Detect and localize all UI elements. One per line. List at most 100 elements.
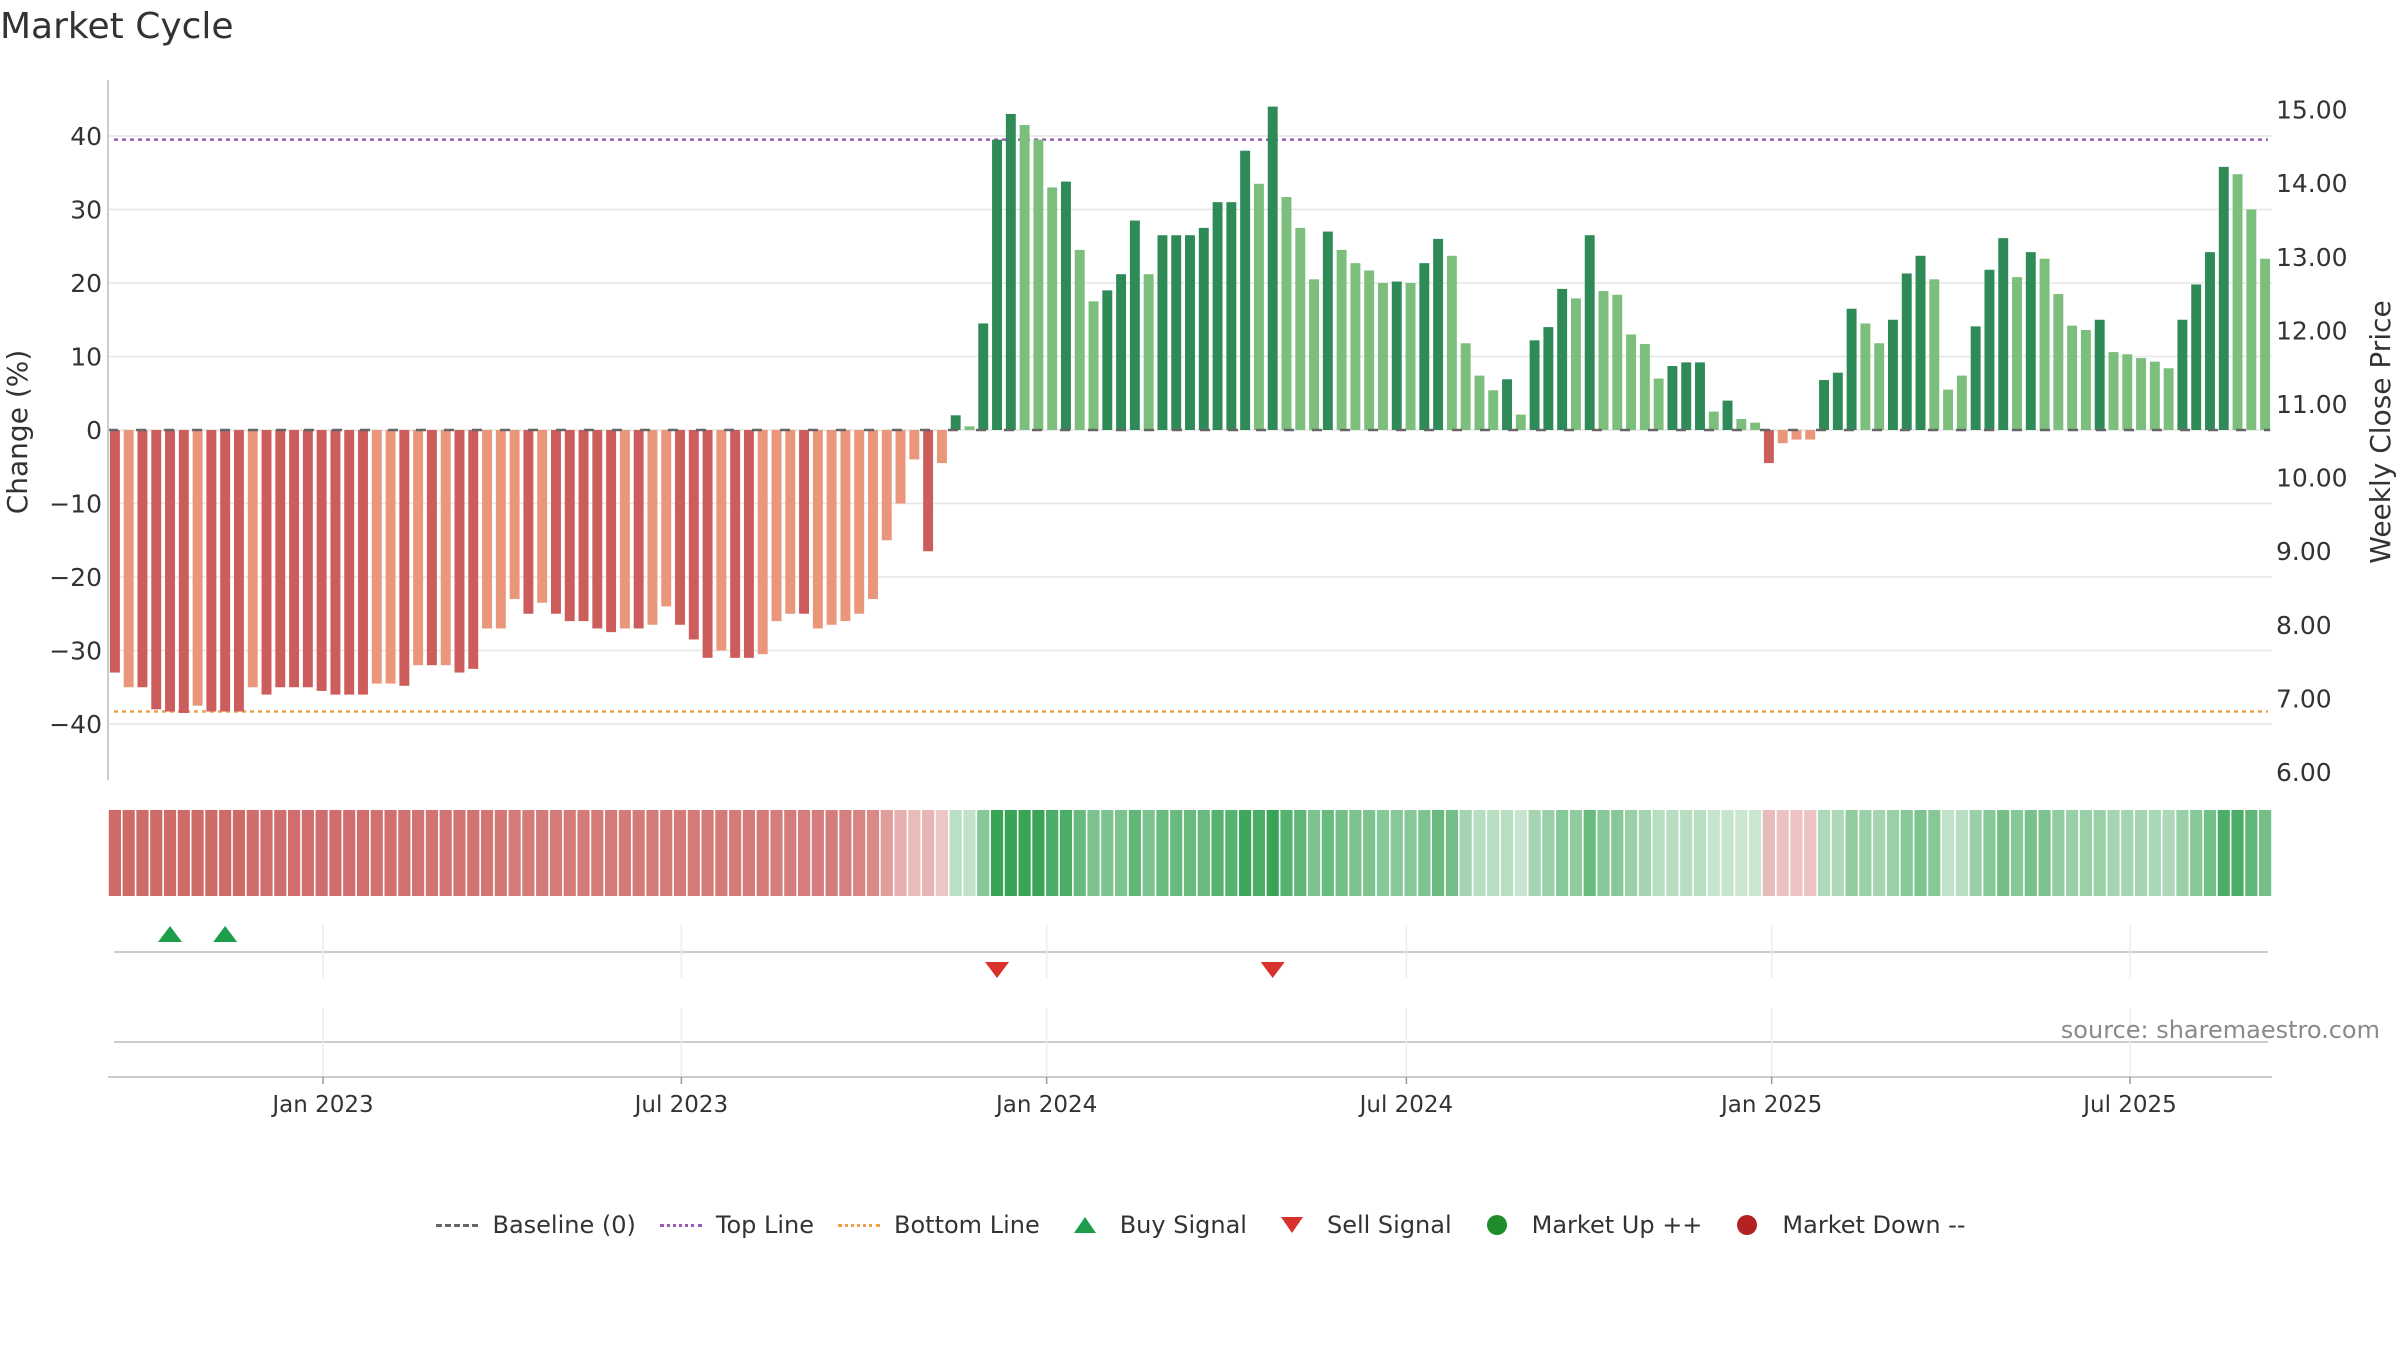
bar [730, 430, 741, 658]
bar [1350, 263, 1361, 430]
heat-cell [866, 810, 880, 896]
legend-baseline[interactable]: Baseline (0) [434, 1211, 636, 1239]
heat-cell [963, 810, 976, 896]
heat-cell [191, 810, 204, 896]
heat-cell [1128, 810, 1141, 896]
bar [1887, 319, 1898, 430]
heat-cell [1611, 810, 1624, 896]
heat-cell [343, 810, 356, 896]
y-tick-label: −30 [49, 637, 102, 666]
bar [2122, 354, 2133, 430]
bar [2067, 325, 2078, 430]
x-tick-label: Jan 2023 [270, 1092, 373, 1118]
heat-cell [219, 810, 232, 896]
heat-cell [549, 810, 563, 896]
heat-cell [922, 810, 935, 896]
y-tick-label: −20 [49, 563, 102, 592]
bar [1970, 326, 1981, 430]
bar [192, 430, 203, 706]
heat-cell [605, 810, 618, 896]
heat-cell [260, 810, 273, 896]
heat-cell [742, 810, 756, 896]
legend-sell[interactable]: Sell Signal [1269, 1211, 1452, 1239]
bar [633, 430, 644, 629]
legend-buy[interactable]: Buy Signal [1062, 1211, 1247, 1239]
bar [1612, 294, 1623, 430]
heat-cell [1873, 810, 1886, 896]
bar [1984, 269, 1995, 430]
heat-cell [1624, 810, 1638, 896]
triangle-up-icon [1062, 1213, 1108, 1237]
bar [1860, 323, 1871, 430]
bar [151, 430, 162, 710]
heat-cell [122, 810, 135, 896]
bar [1929, 279, 1940, 430]
bar [1364, 270, 1375, 430]
bar [2012, 277, 2022, 430]
bar [992, 139, 1002, 431]
bar [702, 430, 713, 658]
bar [799, 430, 810, 614]
y2-tick-label: 14.00 [2276, 169, 2348, 198]
heat-cell [2190, 810, 2203, 896]
heat-cell [163, 810, 177, 896]
heat-cell [894, 810, 907, 896]
heat-cell [1776, 810, 1789, 896]
heat-cell [274, 810, 287, 896]
heat-cell [660, 810, 673, 896]
heat-cell [729, 810, 742, 896]
bar [2205, 252, 2215, 430]
heat-cell [1059, 810, 1073, 896]
y2-tick-label: 8.00 [2276, 611, 2332, 640]
bar [1198, 227, 1209, 430]
bar [275, 430, 286, 688]
heat-cell [1542, 810, 1555, 896]
bar [1750, 422, 1761, 430]
bar [2260, 258, 2271, 430]
bar [895, 430, 906, 504]
legend-down[interactable]: Market Down -- [1724, 1211, 1966, 1239]
heat-cell [853, 810, 866, 896]
heat-cell [1307, 810, 1321, 896]
heat-cell [1183, 810, 1197, 896]
heat-cell [108, 810, 121, 896]
legend-top-line[interactable]: Top Line [658, 1211, 814, 1239]
bar [454, 430, 465, 673]
heat-cell [1597, 810, 1610, 896]
buy-signal-marker [213, 926, 238, 942]
heat-cell [2079, 810, 2093, 896]
legend-bottom-line[interactable]: Bottom Line [836, 1211, 1040, 1239]
bar [592, 430, 603, 629]
bar [413, 430, 424, 666]
bar [1626, 334, 1637, 430]
heat-cell [1790, 810, 1803, 896]
bar [950, 415, 961, 430]
bar [1171, 235, 1182, 430]
legend-up[interactable]: Market Up ++ [1474, 1211, 1702, 1239]
heat-cell [1528, 810, 1541, 896]
heat-cell [1928, 810, 1941, 896]
heat-cell [1514, 810, 1527, 896]
heat-cell [756, 810, 769, 896]
heat-cell [1018, 810, 1031, 896]
bar [1157, 235, 1168, 430]
heat-cell [246, 810, 259, 896]
bar [881, 430, 892, 541]
heat-cell [1349, 810, 1362, 896]
x-axis: Jan 2023 Jul 2023 Jan 2024 Jul 2024 Jan 2025… [108, 1076, 2272, 1118]
heat-cell [1804, 810, 1817, 896]
heat-cell [2162, 810, 2175, 896]
heat-cell [1997, 810, 2010, 896]
heat-cell [880, 810, 893, 896]
heat-cell [618, 810, 631, 896]
bar [1998, 238, 2009, 430]
heat-cell [1680, 810, 1693, 896]
bar [399, 430, 410, 686]
y2-axis-label: Weekly Close Price [2364, 300, 2397, 563]
y-tick-label: 30 [70, 196, 102, 225]
bar [1570, 298, 1581, 430]
heat-cell [1817, 810, 1831, 896]
bar [1281, 197, 1292, 430]
bar [1543, 327, 1554, 430]
bar [1763, 430, 1774, 464]
